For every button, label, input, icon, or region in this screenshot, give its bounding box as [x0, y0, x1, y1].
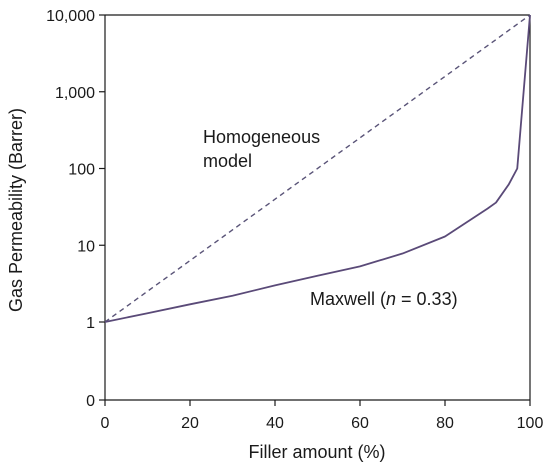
- x-tick-label: 80: [436, 415, 454, 432]
- homogeneous-annotation-line1: Homogeneous: [203, 127, 320, 147]
- maxwell-annotation-italic: n: [386, 289, 396, 309]
- homogeneous-annotation-line2: model: [203, 151, 252, 171]
- x-tick-label: 100: [517, 415, 544, 432]
- x-tick-label: 0: [101, 415, 110, 432]
- y-axis-title: Gas Permeability (Barrer): [6, 108, 26, 312]
- homogeneous-model-line: [104, 14, 531, 323]
- axes: [104, 14, 531, 401]
- y-tick-label: 1: [86, 315, 95, 332]
- x-tick-label: 40: [266, 415, 284, 432]
- series-layer: [104, 14, 531, 323]
- maxwell-annotation: Maxwell (n = 0.33): [310, 289, 458, 309]
- homogeneous-annotation: Homogeneous model: [203, 127, 325, 171]
- x-axis-title: Filler amount (%): [248, 442, 385, 462]
- maxwell-annotation-prefix: Maxwell (: [310, 289, 386, 309]
- maxwell-annotation-suffix: = 0.33): [396, 289, 458, 309]
- y-tick-label: 10,000: [46, 8, 95, 25]
- x-tick-label: 60: [351, 415, 369, 432]
- x-ticks: 0 20 40 60 80 100: [101, 400, 544, 432]
- y-tick-label: 1,000: [55, 85, 95, 102]
- x-tick-label: 20: [181, 415, 199, 432]
- y-tick-label: 10: [77, 238, 95, 255]
- maxwell-line: [104, 14, 531, 323]
- y-tick-label: 0: [86, 393, 95, 410]
- y-tick-label: 100: [68, 162, 95, 179]
